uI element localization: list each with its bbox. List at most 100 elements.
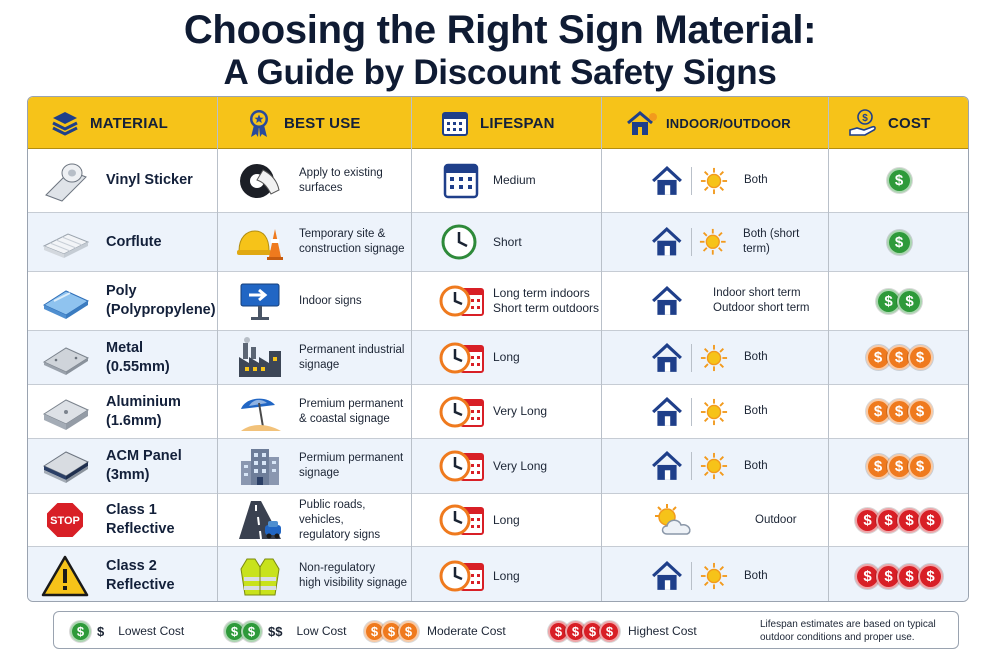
lifespan-text-line: Short (493, 234, 522, 249)
material-name: Poly (Polypropylene) (106, 282, 216, 320)
table-header: MATERIAL BEST USE LIFESPAN (28, 97, 968, 149)
dollar-coin-icon: $ (918, 563, 943, 589)
indoor-outdoor-text-line: Both (744, 351, 768, 363)
dollar-coin-icon: $ (907, 345, 933, 370)
indoor-outdoor-text: Both (744, 173, 768, 188)
material-name: Aluminium (1.6mm) (106, 393, 181, 431)
lifespan-text-line: Long (493, 512, 520, 527)
table-row: STOP Class 1 Reflective Public roads, vehic… (28, 494, 968, 547)
column-divider (217, 97, 218, 601)
material-name-line: Reflective (106, 521, 175, 537)
material-name-line: Class 2 (106, 558, 157, 574)
best-use-cell: Non-regulatory high visibility signage (217, 547, 411, 601)
material-name: ACM Panel (3mm) (106, 447, 182, 485)
house-icon (651, 165, 683, 197)
material-name: Metal (0.55mm) (106, 339, 170, 377)
sun-icon (700, 398, 728, 426)
lifespan-cell: Very Long (411, 439, 601, 493)
header-indoor-outdoor-label: INDOOR/OUTDOOR (666, 115, 791, 131)
lifespan-text: Very Long (493, 404, 547, 419)
beach-umbrella-icon (237, 391, 283, 433)
dollar-coin-icon: $ (907, 453, 933, 479)
best-use-cell: Permium permanent signage (217, 439, 411, 493)
divider (691, 343, 692, 372)
divider (691, 452, 692, 480)
clock-calendar-icon (439, 446, 485, 486)
legend-symbol: $ (97, 623, 105, 639)
lifespan-text: Long term indoors Short term outdoors (493, 286, 599, 316)
svg-text:$: $ (862, 113, 868, 124)
indoor-outdoor-text: Both (744, 404, 768, 419)
lifespan-cell: Short (411, 213, 601, 271)
lifespan-text: Very Long (493, 459, 547, 474)
material-name-line: Aluminium (106, 393, 181, 410)
page-title: Choosing the Right Sign Material: (183, 8, 817, 52)
lifespan-cell: Long (411, 331, 601, 384)
divider (691, 397, 692, 426)
dollar-coin-icon: $ (865, 453, 891, 479)
best-use-text-line: regulatory signs (299, 528, 381, 541)
legend-label: Low Cost (296, 624, 347, 638)
best-use-cell: Temporary site & construction signage (217, 213, 411, 271)
lifespan-text: Medium (493, 173, 536, 188)
best-use-text: Indoor signs (299, 294, 362, 309)
svg-text:STOP: STOP (50, 515, 80, 527)
best-use-text-line: Permanent industrial (299, 343, 405, 356)
indoor-outdoor-cell: Indoor short term Outdoor short term (601, 272, 828, 330)
poly-sheet-icon (40, 279, 90, 323)
sticker-applying-icon (237, 160, 283, 202)
sun-icon (700, 344, 728, 372)
best-use-text: Permanent industrial signage (299, 343, 404, 373)
best-use-text: Permium permanent signage (299, 451, 403, 481)
dollar-coin-icon: $ (855, 507, 880, 533)
divider (691, 562, 692, 590)
header-best-use-label: BEST USE (284, 114, 361, 132)
table-row: Metal (0.55mm) Permanent industrial signage… (28, 331, 968, 385)
dollar-coin-icon: $ (907, 399, 933, 424)
legend-item: $ $ $$ Low Cost (224, 612, 347, 650)
cost-cell: $ $ (829, 272, 968, 330)
calendar-icon (439, 161, 485, 201)
best-use-cell: Public roads, vehicles, regulatory signs (217, 494, 411, 546)
lifespan-text: Long (493, 350, 520, 365)
lifespan-text-line: Long term indoors (493, 286, 590, 300)
legend-item: $ $ $ Moderate Cost (364, 612, 506, 650)
material-name-line: Metal (106, 339, 144, 356)
lifespan-cell: Long term indoors Short term outdoors (411, 272, 601, 330)
dollar-coin-icon: $ (398, 620, 419, 642)
cost-legend: $ $ Lowest Cost $ $ $$ Low Cost $ $ $ Moderate Cos… (53, 611, 959, 649)
material-name-line: Poly (106, 283, 137, 299)
indoor-outdoor-text-line: Indoor short term (713, 287, 801, 299)
material-name: Vinyl Sticker (106, 171, 193, 190)
table-row: Vinyl Sticker Apply to existing surfaces Me… (28, 149, 968, 213)
hard-hat-cone-icon (237, 221, 283, 263)
header-material-label: MATERIAL (90, 114, 168, 132)
material-name-line: ACM Panel (106, 448, 182, 464)
page-subtitle: A Guide by Discount Safety Signs (223, 53, 777, 92)
best-use-cell: Apply to existing surfaces (217, 149, 411, 212)
material-name: Corflute (106, 233, 162, 252)
indoor-outdoor-text: Both (744, 569, 768, 584)
indoor-outdoor-cell: Both (601, 385, 828, 438)
legend-label: Moderate Cost (427, 624, 506, 638)
sun-icon (700, 562, 728, 590)
clock-icon (439, 222, 485, 262)
header-best-use: BEST USE (244, 97, 361, 149)
dollar-coin-icon: $ (865, 345, 891, 370)
dollar-coin-icon: $ (886, 168, 912, 193)
office-building-icon (237, 445, 283, 487)
indoor-outdoor-text-line: Both (744, 569, 768, 582)
cost-cell: $ $ $ $ (829, 547, 968, 601)
best-use-text: Non-regulatory high visibility signage (299, 561, 407, 591)
best-use-text-line: Non-regulatory (299, 562, 376, 574)
indoor-outdoor-text-line: Outdoor short term (713, 302, 810, 314)
best-use-text-line: Premium permanent (299, 397, 404, 410)
material-name-line: Reflective (106, 577, 175, 593)
material-cell: Metal (0.55mm) (28, 331, 217, 384)
indoor-outdoor-text-line: Both (744, 174, 768, 186)
header-cost: $ COST (848, 97, 930, 149)
material-cell: Poly (Polypropylene) (28, 272, 217, 330)
best-use-text: Public roads, vehicles, regulatory signs (299, 498, 411, 543)
dollar-coin-icon: $ (918, 507, 943, 533)
road-car-icon (237, 499, 283, 541)
